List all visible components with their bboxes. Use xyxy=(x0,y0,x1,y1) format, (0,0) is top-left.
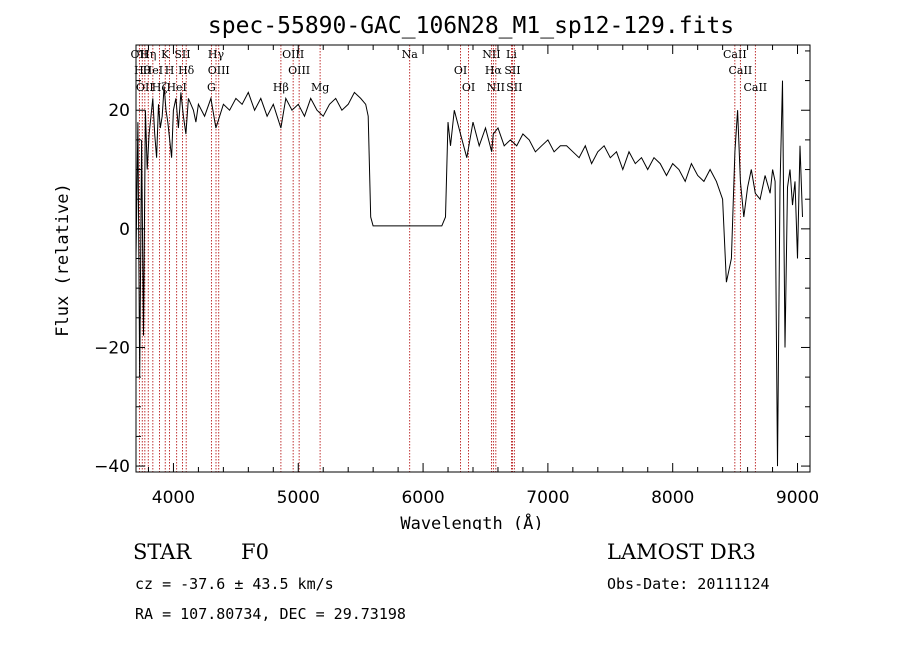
line-label: NII xyxy=(487,81,505,94)
line-label: OIII xyxy=(288,64,310,77)
line-markers xyxy=(138,45,756,472)
y-tick-label: −40 xyxy=(94,457,130,477)
line-label: OII xyxy=(136,81,154,94)
y-axis-label: Flux (relative) xyxy=(53,183,73,337)
line-label: OII xyxy=(131,48,149,61)
axis-ticks: 4000 5000 6000 7000 8000 9000 −40 −20 0 20 xyxy=(94,45,819,508)
line-label: H xyxy=(165,64,175,77)
line-label: CaII xyxy=(743,81,767,94)
radec-text: RA = 107.80734, DEC = 29.73198 xyxy=(135,605,406,623)
line-label: Mg xyxy=(311,81,329,94)
line-label: HeI xyxy=(143,64,163,77)
x-axis-label: Wavelength (Å) xyxy=(400,512,543,530)
x-tick-label: 5000 xyxy=(277,488,320,508)
object-subclass: F0 xyxy=(241,540,269,564)
y-tick-label: 0 xyxy=(119,220,130,240)
line-label: CaII xyxy=(729,64,753,77)
x-tick-label: 9000 xyxy=(776,488,819,508)
y-tick-label: −20 xyxy=(94,338,130,358)
line-label: OIII xyxy=(282,48,304,61)
x-tick-label: 6000 xyxy=(401,488,444,508)
line-label: OI xyxy=(462,81,475,94)
line-label: Hζ xyxy=(152,81,168,94)
line-label: SII xyxy=(504,64,520,77)
line-label: OI xyxy=(454,64,467,77)
line-label: Hγ xyxy=(208,48,225,61)
redshift-text: cz = -37.6 ± 43.5 km/s xyxy=(135,575,334,593)
line-label: SII xyxy=(174,48,190,61)
line-label: Na xyxy=(402,48,419,61)
line-label: Hθ xyxy=(134,64,151,77)
line-label: Hη xyxy=(140,48,156,61)
line-label: K xyxy=(161,48,170,61)
object-class: STAR xyxy=(133,540,192,564)
spectrum-line xyxy=(135,80,803,467)
line-label: Hα xyxy=(485,64,503,77)
line-labels: OIIHθOIIHηHeIHζKHHeISIIHδGHγOIIIHβOIIIOI… xyxy=(131,48,768,94)
line-label: HeI xyxy=(166,81,186,94)
line-label: CaII xyxy=(723,48,747,61)
line-label: Li xyxy=(506,48,517,61)
x-tick-label: 7000 xyxy=(526,488,569,508)
line-label: SII xyxy=(506,81,522,94)
y-tick-label: 20 xyxy=(108,101,130,121)
line-label: OIII xyxy=(208,64,230,77)
x-tick-label: 8000 xyxy=(651,488,694,508)
line-label: NII xyxy=(482,48,500,61)
line-label: Hδ xyxy=(178,64,195,77)
chart-title: spec-55890-GAC_106N28_M1_sp12-129.fits xyxy=(208,13,734,39)
line-label: Hβ xyxy=(273,81,289,94)
x-tick-label: 4000 xyxy=(152,488,195,508)
line-label: G xyxy=(207,81,216,94)
obs-date-text: Obs-Date: 20111124 xyxy=(607,575,770,593)
plot-frame xyxy=(135,44,811,473)
spectrum-chart: spec-55890-GAC_106N28_M1_sp12-129.fits O… xyxy=(53,13,819,530)
survey-name: LAMOST DR3 xyxy=(607,540,756,564)
